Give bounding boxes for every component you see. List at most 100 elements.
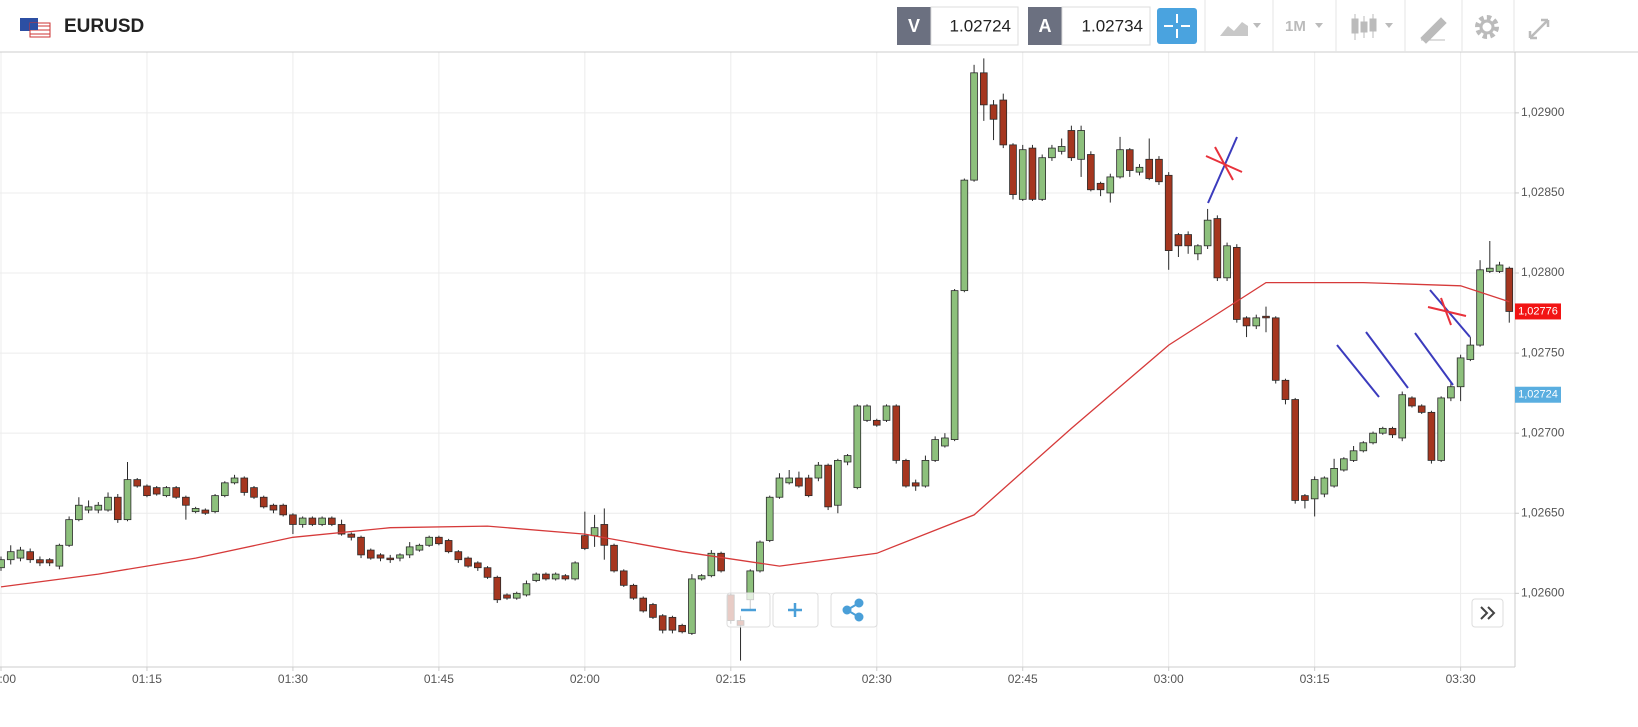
candle-body: [45, 559, 54, 564]
candle-body: [590, 527, 599, 537]
candle-body: [84, 506, 93, 511]
candle-body: [765, 496, 774, 541]
candle-body: [396, 554, 404, 559]
candle-body: [902, 459, 910, 487]
chevrons-icon: [1480, 606, 1496, 620]
candle-body: [240, 477, 249, 493]
candle-body: [1223, 245, 1231, 279]
candle-body: [201, 509, 210, 514]
chart-type-button[interactable]: [1220, 22, 1248, 36]
plot: [0, 58, 1514, 661]
x-tick-label: 01:30: [278, 672, 308, 686]
candle-body: [512, 592, 521, 599]
y-tick-label: 1,02700: [1521, 425, 1565, 439]
candle-body: [55, 544, 64, 567]
candle-body: [1378, 427, 1387, 434]
candle-body: [795, 477, 803, 487]
settings-button[interactable]: [1475, 15, 1499, 39]
candle-body: [668, 616, 677, 631]
candle-body: [785, 477, 793, 484]
candle-body: [318, 517, 326, 525]
candle-body: [1476, 269, 1484, 346]
timeframe[interactable]: 1M: [1285, 18, 1306, 35]
candle-body: [1018, 149, 1027, 200]
candle-body: [289, 514, 297, 525]
drawn-cross: [1214, 146, 1234, 181]
candle-body: [94, 504, 103, 511]
candle-body: [1233, 246, 1241, 320]
drawn-line: [1429, 289, 1471, 338]
candle-body: [1213, 218, 1222, 279]
candle-body: [872, 419, 881, 426]
candle-body: [474, 562, 482, 569]
candle-body: [1155, 158, 1163, 183]
x-tick-label: 01:00: [0, 672, 16, 686]
candle-body: [571, 562, 579, 580]
candle-body: [1417, 405, 1426, 413]
candle-body: [1194, 245, 1202, 255]
candle-body: [1252, 317, 1261, 327]
crosshair-button[interactable]: [1157, 8, 1197, 44]
price-tag: [1515, 386, 1561, 403]
x-tick-label: 03:15: [1300, 672, 1330, 686]
candle-body: [970, 72, 978, 181]
candle-body: [483, 567, 492, 578]
fullscreen-button[interactable]: [1528, 18, 1550, 40]
candle-body: [366, 549, 375, 559]
candle-body: [561, 575, 570, 580]
ask-price: 1.02734: [1082, 16, 1143, 35]
crosshair-icon: [1164, 14, 1190, 38]
candle-body: [1340, 458, 1348, 471]
candle-body: [950, 290, 959, 440]
drawn-line: [1336, 344, 1380, 398]
candle-body: [1408, 397, 1416, 407]
candle-body: [1388, 427, 1397, 436]
draw-button[interactable]: [1420, 17, 1447, 44]
candle-body: [259, 496, 268, 508]
candle-body: [172, 487, 180, 498]
candle-body: [1301, 495, 1309, 501]
candle-type-button[interactable]: [1351, 14, 1377, 40]
candle-body: [707, 552, 716, 577]
candle-body: [444, 540, 453, 553]
candle-body: [1486, 267, 1494, 272]
candle-body: [717, 552, 725, 572]
candle-body: [1320, 477, 1329, 495]
candle-body: [532, 573, 540, 581]
candle-body: [853, 405, 862, 489]
price-tag-label: 1,02776: [1518, 305, 1558, 317]
candle-body: [405, 546, 414, 556]
dropdown-arrow: [1385, 23, 1393, 28]
candle-body: [775, 477, 784, 498]
candle-body: [123, 479, 132, 521]
candle-body: [493, 576, 502, 601]
candle-body: [882, 405, 891, 421]
candle-body: [357, 536, 365, 556]
candle-body: [1456, 357, 1465, 388]
y-tick-label: 1,02600: [1521, 586, 1565, 600]
candle-body: [337, 524, 346, 535]
bid-label: V: [908, 16, 920, 36]
x-tick-label: 03:00: [1154, 672, 1184, 686]
candle-body: [152, 487, 161, 495]
x-tick-label: 01:45: [424, 672, 454, 686]
candle-body: [542, 573, 550, 580]
share-button[interactable]: [830, 592, 878, 628]
candle-body: [230, 477, 239, 484]
candle-body: [697, 575, 706, 580]
candle-body: [863, 405, 871, 421]
candle-body: [1096, 182, 1105, 191]
candle-body: [1447, 386, 1455, 399]
candle-body: [834, 459, 842, 506]
y-tick-label: 1,02750: [1521, 345, 1565, 359]
candle-body: [1271, 317, 1280, 381]
y-tick-label: 1,02800: [1521, 265, 1565, 279]
candle-body: [1203, 219, 1212, 247]
plus-icon: [788, 603, 802, 617]
candle-body: [1116, 149, 1124, 178]
candle-body: [425, 536, 433, 546]
candle-body: [1145, 158, 1154, 179]
y-tick-label: 1,02900: [1521, 105, 1565, 119]
candle-body: [649, 604, 657, 618]
candle-body: [26, 551, 34, 561]
